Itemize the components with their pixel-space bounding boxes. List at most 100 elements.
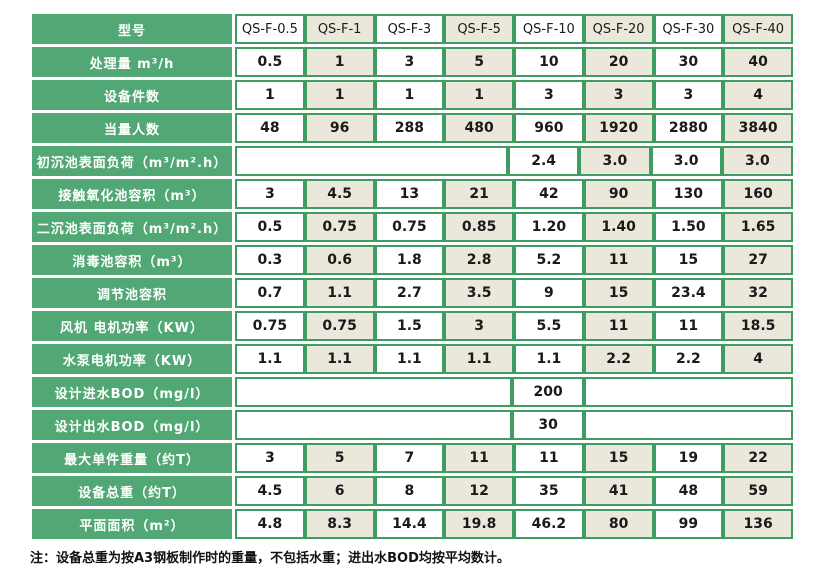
value-cell: 30 (512, 410, 585, 440)
empty-cell (235, 377, 512, 407)
value-cell: 8.3 (304, 509, 375, 539)
value-cell: 30 (653, 47, 724, 77)
value-cell: 6 (304, 476, 375, 506)
value-cell: 11 (583, 311, 654, 341)
table-row: 二沉池表面负荷（m³/m².h） 0.5 0.75 0.75 0.85 1.20 1.40 1… (32, 212, 793, 242)
value-cell: 0.85 (444, 212, 514, 242)
value-cell: 42 (514, 179, 584, 209)
value-cell: 3 (374, 47, 445, 77)
empty-cell (235, 410, 512, 440)
table-row: 设计出水BOD（mg/l） 30 (32, 410, 793, 440)
value-cell: 3 (653, 80, 724, 110)
value-cell: 3.5 (444, 278, 514, 308)
value-cell: 5 (444, 47, 514, 77)
value-cell: 23.4 (653, 278, 724, 308)
value-cell: 27 (723, 245, 793, 275)
model-cell: QS-F-10 (514, 14, 584, 44)
value-cell: 4 (723, 344, 793, 374)
corner-label: 型号 (32, 14, 232, 44)
row-label: 处理量 m³/h (32, 47, 232, 77)
value-cell: 0.75 (304, 311, 375, 341)
value-cell: 7 (374, 443, 445, 473)
value-cell: 1.40 (583, 212, 654, 242)
row-cells: 0.5 0.75 0.75 0.85 1.20 1.40 1.50 1.65 (235, 212, 793, 242)
value-cell: 9 (514, 278, 584, 308)
value-cell: 3 (235, 443, 305, 473)
value-cell: 1.65 (723, 212, 793, 242)
value-cell: 0.75 (374, 212, 445, 242)
value-cell: 5.2 (514, 245, 584, 275)
value-cell: 1.5 (374, 311, 445, 341)
value-cell: 200 (512, 377, 585, 407)
value-cell: 3840 (723, 113, 793, 143)
row-label: 消毒池容积（m³） (32, 245, 232, 275)
row-label: 调节池容积 (32, 278, 232, 308)
row-cells: 200 (235, 377, 793, 407)
value-cell: 22 (723, 443, 793, 473)
value-cell: 48 (653, 476, 724, 506)
value-cell: 1 (235, 80, 305, 110)
value-cell: 0.75 (304, 212, 375, 242)
value-cell: 15 (653, 245, 724, 275)
value-cell: 2.8 (444, 245, 514, 275)
value-cell: 3.0 (579, 146, 651, 176)
value-cell: 15 (583, 443, 654, 473)
row-cells: 30 (235, 410, 793, 440)
model-cell: QS-F-0.5 (235, 14, 305, 44)
model-cell: QS-F-20 (583, 14, 654, 44)
value-cell: 96 (304, 113, 375, 143)
row-cells: 0.75 0.75 1.5 3 5.5 11 11 18.5 (235, 311, 793, 341)
row-cells: 0.3 0.6 1.8 2.8 5.2 11 15 27 (235, 245, 793, 275)
value-cell: 1 (374, 80, 445, 110)
row-cells: 1.1 1.1 1.1 1.1 1.1 2.2 2.2 4 (235, 344, 793, 374)
row-label: 平面面积（m²） (32, 509, 232, 539)
value-cell: 1.1 (304, 278, 375, 308)
value-cell: 80 (583, 509, 654, 539)
value-cell: 1.1 (514, 344, 584, 374)
value-cell: 20 (583, 47, 654, 77)
value-cell: 960 (514, 113, 584, 143)
model-cell: QS-F-40 (723, 14, 793, 44)
row-label: 风机 电机功率（KW） (32, 311, 232, 341)
value-cell: 0.5 (235, 47, 305, 77)
model-cell: QS-F-1 (304, 14, 375, 44)
table-note: 注：设备总重为按A3钢板制作时的重量，不包括水重；进出水BOD均按平均数计。 (30, 551, 510, 566)
value-cell: 5.5 (514, 311, 584, 341)
value-cell: 2.4 (508, 146, 580, 176)
value-cell: 2.7 (374, 278, 445, 308)
value-cell: 1.1 (235, 344, 305, 374)
value-cell: 32 (723, 278, 793, 308)
value-cell: 4.8 (235, 509, 305, 539)
value-cell: 0.7 (235, 278, 305, 308)
row-label: 设备总重（约T） (32, 476, 232, 506)
value-cell: 5 (304, 443, 375, 473)
value-cell: 11 (653, 311, 724, 341)
value-cell: 1 (304, 47, 375, 77)
table-row: 设备件数 1 1 1 1 3 3 3 4 (32, 80, 793, 110)
table-row: 消毒池容积（m³） 0.3 0.6 1.8 2.8 5.2 11 15 27 (32, 245, 793, 275)
value-cell: 3.0 (721, 146, 793, 176)
value-cell: 1.1 (304, 344, 375, 374)
row-cells: 4.5 6 8 12 35 41 48 59 (235, 476, 793, 506)
value-cell: 4.5 (304, 179, 375, 209)
row-cells: 2.4 3.0 3.0 3.0 (235, 146, 793, 176)
empty-cell (584, 377, 793, 407)
value-cell: 4 (723, 80, 793, 110)
value-cell: 21 (444, 179, 514, 209)
value-cell: 3.0 (650, 146, 722, 176)
value-cell: 2.2 (583, 344, 654, 374)
value-cell: 288 (374, 113, 445, 143)
value-cell: 1.50 (653, 212, 724, 242)
value-cell: 11 (583, 245, 654, 275)
row-label: 设计进水BOD（mg/l） (32, 377, 232, 407)
table-row: 风机 电机功率（KW） 0.75 0.75 1.5 3 5.5 11 11 18.5 (32, 311, 793, 341)
value-cell: 18.5 (723, 311, 793, 341)
table-row: 处理量 m³/h 0.5 1 3 5 10 20 30 40 (32, 47, 793, 77)
value-cell: 136 (723, 509, 793, 539)
table-row: 调节池容积 0.7 1.1 2.7 3.5 9 15 23.4 32 (32, 278, 793, 308)
row-label: 设备件数 (32, 80, 232, 110)
row-label: 设计出水BOD（mg/l） (32, 410, 232, 440)
value-cell: 40 (723, 47, 793, 77)
row-cells: 0.5 1 3 5 10 20 30 40 (235, 47, 793, 77)
value-cell: 8 (374, 476, 445, 506)
